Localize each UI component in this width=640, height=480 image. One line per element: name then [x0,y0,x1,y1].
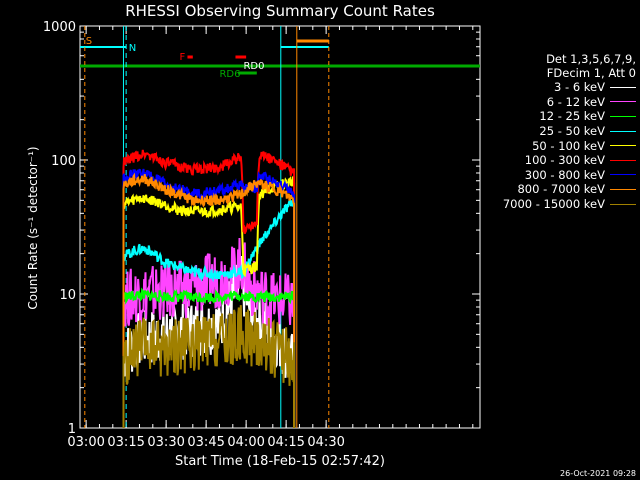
flag-n-label: N [129,43,136,54]
legend-swatch [610,86,636,88]
y-tick-label: 10 [59,288,76,303]
legend-swatch [610,145,636,147]
legend-entry: 800 - 7000 keV [486,182,636,197]
legend-entry: 12 - 25 keV [486,109,636,124]
y-tick-label: 100 [51,154,76,169]
x-tick-label: 03:00 [67,435,104,450]
legend-header-line-2: FDecim 1, Att 0 [546,66,636,80]
legend-entries: 3 - 6 keV 6 - 12 keV 12 - 25 keV 25 - 50 ke… [486,80,636,211]
generation-timestamp: 26-Oct-2021 09:28 [560,469,636,478]
series-line [122,197,296,428]
x-tick-label: 03:30 [147,435,184,450]
legend-swatch [610,130,636,132]
y-tick-label: 1 [68,422,76,437]
legend-entry: 50 - 100 keV [486,138,636,153]
legend: Det 1,3,5,6,7,9, FDecim 1, Att 0 3 - 6 k… [486,52,636,211]
legend-entry: 3 - 6 keV [486,80,636,95]
series-line [122,149,296,428]
flag-rd0-label: RD0 [243,61,264,72]
legend-entry-label: 3 - 6 keV [554,80,605,95]
chart-title: RHESSI Observing Summary Count Rates [125,2,435,20]
legend-entry-label: 300 - 800 keV [524,167,605,182]
legend-entry-label: 50 - 100 keV [532,138,605,153]
series-line [122,172,296,428]
x-tick-label: 04:30 [307,435,344,450]
legend-entry: 25 - 50 keV [486,124,636,139]
legend-entry-label: 7000 - 15000 keV [502,197,605,212]
flag-f-label: F [179,52,185,63]
legend-entry: 7000 - 15000 keV [486,197,636,212]
x-tick-label: 03:45 [187,435,224,450]
legend-swatch [610,159,636,161]
legend-swatch [610,188,636,190]
series-line [122,287,296,428]
y-tick-label: 1000 [43,20,76,35]
legend-entry: 6 - 12 keV [486,95,636,110]
legend-header-line-1: Det 1,3,5,6,7,9, [546,52,636,66]
flag-s-label: S [86,36,92,47]
legend-entry-label: 12 - 25 keV [539,109,605,124]
legend-swatch [610,115,636,117]
legend-entry: 100 - 300 keV [486,153,636,168]
series-line [122,305,296,428]
y-axis-label: Count Rate (s⁻¹ detector⁻¹) [26,146,40,310]
legend-entry-label: 800 - 7000 keV [517,182,605,197]
legend-swatch [610,203,636,205]
x-tick-label: 04:00 [227,435,264,450]
series-line [122,176,296,428]
x-tick-label: 04:15 [267,435,304,450]
plot-frame [79,25,481,429]
legend-entry-label: 6 - 12 keV [546,94,605,109]
legend-entry-label: 100 - 300 keV [524,153,605,168]
x-tick-label: 03:15 [107,435,144,450]
legend-entry-label: 25 - 50 keV [539,124,605,139]
plot-area [80,26,480,428]
legend-entry: 300 - 800 keV [486,168,636,183]
legend-swatch [610,101,636,103]
x-axis-label: Start Time (18-Feb-15 02:57:42) [175,454,385,469]
flag-rd6-label: RD6 [219,69,240,80]
legend-swatch [610,174,636,176]
series-line [122,237,296,428]
